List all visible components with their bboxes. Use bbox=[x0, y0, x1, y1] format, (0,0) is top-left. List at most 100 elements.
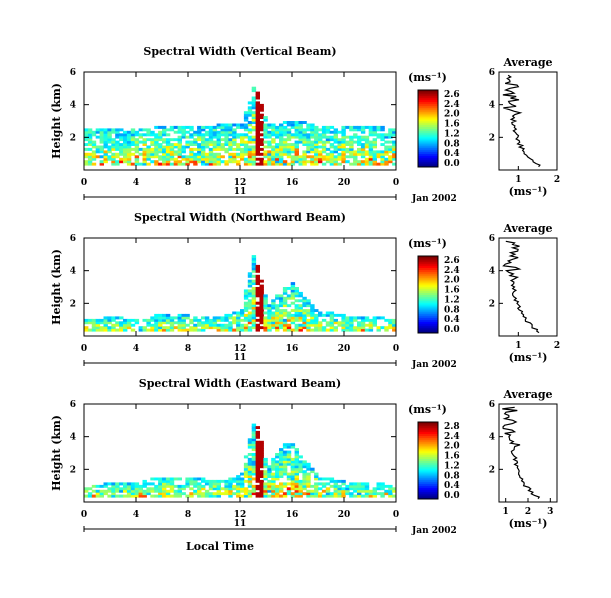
heatmap-cell bbox=[353, 160, 358, 164]
heatmap-cell bbox=[364, 125, 370, 129]
heatmap-cell bbox=[294, 479, 299, 483]
heatmap-cell bbox=[384, 160, 389, 164]
heatmap-cell bbox=[169, 477, 175, 481]
heatmap-cell bbox=[130, 128, 136, 132]
heatmap-cell bbox=[169, 484, 175, 488]
heatmap-cell bbox=[138, 492, 143, 496]
heatmap-cell bbox=[177, 143, 182, 146]
heatmap-cell bbox=[337, 321, 342, 325]
heatmap-cell bbox=[173, 489, 179, 493]
colorbar: 2.82.42.01.61.20.80.40.0 bbox=[417, 421, 460, 501]
heatmap-cell bbox=[169, 318, 175, 322]
heatmap-cell bbox=[290, 282, 296, 285]
heatmap-cell bbox=[364, 316, 370, 320]
heatmap-cell bbox=[368, 133, 374, 137]
heatmap-cell bbox=[201, 143, 206, 146]
average-x-label: (ms⁻¹) bbox=[509, 351, 548, 364]
heatmap-cell bbox=[204, 143, 210, 146]
heatmap-cell bbox=[275, 145, 280, 149]
heatmap-cell bbox=[255, 111, 260, 115]
heatmap-cell bbox=[267, 125, 272, 129]
heatmap-cell bbox=[142, 162, 147, 166]
heatmap-cell bbox=[302, 130, 307, 134]
heatmap-cell bbox=[181, 316, 186, 320]
heatmap-cell bbox=[154, 313, 159, 317]
heatmap-cell bbox=[236, 143, 241, 146]
heatmap-cell bbox=[228, 125, 233, 129]
heatmap-cell bbox=[259, 152, 264, 156]
heatmap-cell bbox=[247, 326, 253, 330]
heatmap-cell bbox=[267, 316, 272, 320]
heatmap-cell bbox=[392, 321, 397, 325]
x-tick-label: 4 bbox=[133, 510, 139, 520]
heatmap-cell bbox=[216, 323, 221, 327]
heatmap-cell bbox=[267, 130, 272, 134]
heatmap-cell bbox=[271, 150, 276, 154]
heatmap-cell bbox=[345, 326, 350, 330]
heatmap-cell bbox=[282, 301, 288, 305]
heatmap-cell bbox=[294, 448, 299, 451]
colorbar-swatch bbox=[418, 311, 438, 315]
heatmap-cell bbox=[232, 123, 237, 127]
heatmap-cell bbox=[247, 289, 253, 293]
heatmap-cell bbox=[267, 309, 272, 312]
heatmap-cell bbox=[193, 130, 198, 134]
heatmap-cell bbox=[251, 309, 257, 312]
heatmap-cell bbox=[103, 138, 108, 142]
heatmap-cell bbox=[298, 291, 303, 295]
heatmap-cell bbox=[271, 318, 276, 322]
heatmap-cell bbox=[306, 309, 311, 312]
heatmap-cell bbox=[259, 487, 264, 491]
heatmap-cell bbox=[150, 160, 155, 164]
heatmap-cell bbox=[165, 138, 171, 142]
heatmap-cell bbox=[193, 140, 198, 144]
heatmap-cell bbox=[341, 130, 346, 134]
heatmap-cell bbox=[138, 487, 143, 491]
heatmap-cell bbox=[232, 157, 237, 161]
heatmap-cell bbox=[228, 313, 233, 317]
heatmap-cell bbox=[123, 135, 128, 139]
heatmap-cell bbox=[150, 130, 155, 134]
date-day-label: 11 bbox=[234, 187, 247, 197]
panel-2: Spectral Width (Northward Beam)0 4 8 12 16 20… bbox=[50, 211, 560, 370]
heatmap-cell bbox=[212, 130, 218, 134]
heatmap-cell bbox=[134, 143, 140, 146]
heatmap-cell bbox=[357, 487, 362, 491]
heatmap-cell bbox=[255, 309, 260, 312]
heatmap-cell bbox=[228, 145, 233, 149]
heatmap-cell bbox=[142, 150, 147, 154]
heatmap-cell bbox=[259, 475, 264, 478]
heatmap-cell bbox=[306, 133, 311, 137]
heatmap-cell bbox=[360, 145, 366, 149]
heatmap-cell bbox=[99, 135, 104, 139]
heatmap-cell bbox=[306, 467, 311, 471]
heatmap-cell bbox=[368, 489, 374, 493]
heatmap-cell bbox=[236, 123, 241, 127]
heatmap-cell bbox=[380, 157, 385, 161]
x-tick-label: 12 bbox=[234, 510, 247, 520]
heatmap-cell bbox=[298, 487, 303, 491]
heatmap-cell bbox=[251, 311, 257, 315]
colorbar-tick-label: 2.4 bbox=[444, 266, 460, 276]
heatmap-cell bbox=[306, 477, 311, 481]
colorbar-swatch bbox=[418, 323, 438, 326]
heatmap-cell bbox=[247, 492, 253, 496]
heatmap-cell bbox=[318, 321, 323, 325]
heatmap-cell bbox=[177, 489, 182, 493]
heatmap-cell bbox=[259, 440, 264, 444]
average-profile-line bbox=[502, 406, 541, 500]
heatmap-cell bbox=[345, 484, 350, 488]
heatmap-cell bbox=[146, 152, 151, 156]
heatmap-cell bbox=[364, 482, 370, 486]
heatmap-cell bbox=[228, 130, 233, 134]
heatmap-cell bbox=[84, 328, 89, 332]
colorbar-swatch bbox=[418, 300, 438, 303]
heatmap-cell bbox=[392, 128, 397, 132]
heatmap-cell bbox=[282, 443, 288, 447]
heatmap-cell bbox=[267, 311, 272, 315]
heatmap-cell bbox=[349, 128, 354, 132]
heatmap-cell bbox=[251, 287, 257, 290]
heatmap-cell bbox=[220, 133, 225, 137]
heatmap-cell bbox=[87, 138, 93, 142]
heatmap-cell bbox=[87, 157, 93, 161]
